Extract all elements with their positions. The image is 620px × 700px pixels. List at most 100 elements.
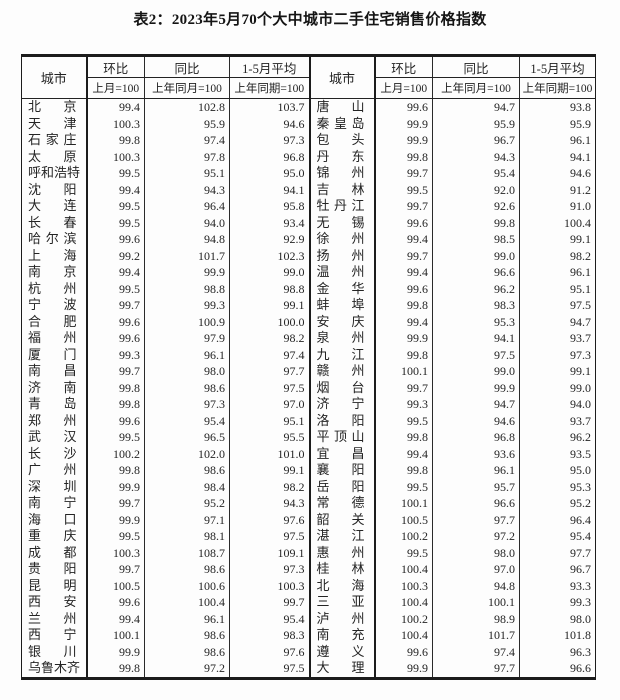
city-name: 桂林 (316, 561, 365, 576)
avg-value-cell: 95.2 (570, 496, 591, 510)
header-avg-right: 1-5月平均 (519, 55, 596, 78)
city-cell: 银川 (21, 643, 88, 660)
yoy-value-cell: 97.9 (144, 330, 230, 347)
mom-value-cell: 99.5 (86, 528, 145, 545)
city-cell: 岳阳 (309, 478, 376, 495)
city-cell: 南宁 (21, 495, 88, 512)
city-cell: 平顶山 (309, 429, 376, 446)
yoy-value-cell: 98.0 (432, 544, 520, 561)
mom-value-cell: 100.4 (374, 561, 433, 578)
city-cell: 泉州 (309, 330, 376, 347)
yoy-value-cell: 98.8 (144, 280, 230, 297)
yoy-value-cell: 95.3 (432, 313, 520, 330)
city-cell: 乌鲁木齐 (21, 660, 88, 678)
city-name: 平顶山 (316, 429, 365, 444)
city-name: 沈阳 (28, 181, 77, 197)
yoy-value-cell: 96.8 (432, 429, 520, 446)
city-cell: 宁波 (21, 297, 88, 314)
avg-value-cell: 96.3 (570, 644, 591, 659)
yoy-value-cell: 96.5 (144, 429, 230, 446)
mom-value-cell: 99.5 (86, 214, 145, 231)
avg-value-cell: 100.3 (229, 577, 311, 594)
table-row: 西宁 100.1 98.6 98.3 南充 100.4 101.7 101.8 (21, 627, 596, 644)
city-name: 南宁 (28, 495, 77, 510)
table-row: 深圳 99.9 98.4 98.2 岳阳 99.5 95.7 95.3 (21, 478, 596, 495)
city-cell: 常德 (309, 495, 376, 512)
city-name: 呼和浩特 (28, 165, 81, 180)
mom-value-cell: 99.4 (374, 231, 433, 248)
city-cell: 沈阳 (21, 181, 88, 198)
table-row: 合肥 99.6 100.9 100.0 安庆 99.4 95.3 94.7 (21, 313, 596, 330)
city-cell: 吉林 (309, 181, 376, 198)
city-cell: 九江 (309, 346, 376, 363)
city-name: 金华 (316, 280, 365, 296)
table-title: 表2：2023年5月70个大中城市二手住宅销售价格指数 (133, 12, 487, 28)
avg-value-cell: 94.3 (229, 495, 311, 512)
avg-value-cell: 99.7 (229, 594, 311, 611)
header-mom-base-left: 上月=100 (86, 77, 145, 99)
avg-value-cell: 97.5 (229, 528, 311, 545)
mom-value-cell: 99.8 (374, 462, 433, 479)
mom-value-cell: 99.4 (86, 98, 145, 116)
yoy-value-cell: 96.1 (432, 462, 520, 479)
mom-value-cell: 100.2 (374, 610, 433, 627)
header-mom-left: 环比 (86, 55, 145, 78)
avg-value-cell: 100.4 (564, 215, 591, 230)
avg-value-cell: 109.1 (229, 544, 311, 561)
yoy-value-cell: 95.9 (144, 115, 230, 132)
yoy-value-cell: 94.7 (432, 98, 520, 116)
city-name: 福州 (28, 330, 77, 345)
avg-value-cell: 92.9 (229, 231, 311, 248)
avg-value-cell: 101.0 (229, 445, 311, 462)
city-cell: 昆明 (21, 577, 88, 594)
mom-value-cell: 100.2 (86, 445, 145, 462)
mom-value-cell: 99.7 (374, 198, 433, 215)
yoy-value-cell: 98.4 (144, 478, 230, 495)
mom-value-cell: 99.4 (374, 445, 433, 462)
city-name: 惠州 (316, 544, 365, 560)
mom-value-cell: 99.5 (86, 198, 145, 215)
mom-value-cell: 99.3 (86, 346, 145, 363)
city-name: 韶关 (316, 511, 365, 527)
avg-value-cell: 94.1 (570, 149, 591, 164)
city-name: 徐州 (316, 231, 365, 246)
city-cell: 南充 (309, 627, 376, 644)
table-header: 城市 环比 同比 1-5月平均 城市 环比 同比 1-5月平均 上月=100 上… (21, 55, 596, 99)
avg-value-cell: 96.1 (570, 265, 591, 279)
mom-value-cell: 100.2 (374, 528, 433, 545)
yoy-value-cell: 96.2 (432, 280, 520, 297)
avg-value-cell: 99.0 (229, 264, 311, 281)
city-cell: 温州 (309, 264, 376, 281)
mom-value-cell: 99.7 (374, 165, 433, 182)
mom-value-cell: 100.3 (86, 148, 145, 165)
city-name: 三亚 (316, 594, 365, 609)
yoy-value-cell: 97.2 (144, 660, 230, 678)
city-cell: 呼和浩特 (21, 165, 88, 182)
table-row: 福州 99.6 97.9 98.2 泉州 99.9 94.1 93.7 (21, 330, 596, 347)
mom-value-cell: 99.9 (374, 330, 433, 347)
avg-value-cell: 96.1 (570, 133, 591, 147)
avg-value-cell: 97.3 (229, 561, 311, 578)
table-row: 兰州 99.4 96.1 95.4 泸州 100.2 98.9 98.0 (21, 610, 596, 627)
city-cell: 上海 (21, 247, 88, 264)
city-name: 昆明 (28, 577, 77, 593)
yoy-value-cell: 100.9 (144, 313, 230, 330)
mom-value-cell: 99.5 (86, 429, 145, 446)
city-cell: 杭州 (21, 280, 88, 297)
mom-value-cell: 99.6 (374, 280, 433, 297)
table-row: 北京 99.4 102.8 103.7 唐山 99.6 94.7 93.8 (21, 98, 596, 116)
avg-value-cell: 97.7 (570, 545, 591, 560)
mom-value-cell: 99.8 (374, 429, 433, 446)
mom-value-cell: 99.4 (86, 264, 145, 281)
mom-value-cell: 99.8 (86, 396, 145, 413)
city-cell: 金华 (309, 280, 376, 297)
mom-value-cell: 100.1 (86, 627, 145, 644)
yoy-value-cell: 108.7 (144, 544, 230, 561)
city-name: 包头 (316, 132, 365, 147)
header-avg-left: 1-5月平均 (229, 55, 311, 78)
mom-value-cell: 99.5 (374, 544, 433, 561)
yoy-value-cell: 102.0 (144, 445, 230, 462)
avg-value-cell: 95.5 (229, 429, 311, 446)
mom-value-cell: 99.5 (374, 181, 433, 198)
